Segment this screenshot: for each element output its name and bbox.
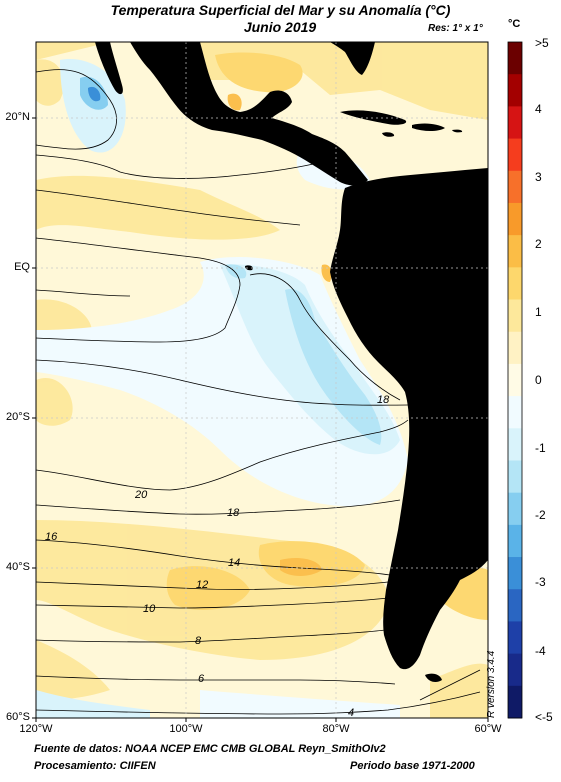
land-galapagos [245,265,253,271]
lat-label-eq: EQ [14,261,30,273]
colorbar-segment [508,331,522,365]
colorbar-segment [508,299,522,333]
colorbar-segment [508,460,522,494]
land-puerto-rico [452,129,463,133]
contour-label-group: 18 20 18 16 14 12 10 8 6 4 [45,394,390,719]
colorbar [507,41,523,719]
colorbar-segment [508,42,522,75]
lat-label-20s: 20°S [6,411,30,423]
colorbar-segment [508,621,522,655]
lon-label-60w: 60°W [474,723,502,735]
colorbar-segment [508,428,522,461]
base-period-text: Periodo base 1971-2000 [350,760,475,772]
colorbar-label-gt5: >5 [535,36,549,50]
colorbar-segment [508,74,522,107]
axis-ticks [32,117,489,722]
colorbar-segment [508,557,522,590]
colorbar-segment [508,170,522,204]
contour-label: 6 [198,673,205,685]
landmass [95,42,488,683]
land-cuba [340,110,407,125]
colorbar-label-m4: -4 [535,644,546,658]
contour-label: 8 [195,635,202,647]
colorbar-unit: °C [508,18,521,30]
land-florida-gulf [330,42,375,75]
contour-label: 18 [227,507,240,519]
graticule [36,42,488,718]
lon-label-120w: 120°W [19,723,53,735]
colorbar-segment [508,138,522,172]
colorbar-label-0: 0 [535,373,542,387]
processing-text: Procesamiento: CIIFEN [34,760,156,772]
colorbar-segment [508,363,522,397]
colorbar-segment [508,653,522,687]
lon-label-100w: 100°W [169,723,203,735]
map-frame [35,41,489,719]
lon-label-80w: 80°W [322,723,350,735]
colorbar-label-2: 2 [535,237,542,251]
colorbar-label-3: 3 [535,170,542,184]
resolution-label: Res: 1° x 1° [428,23,483,34]
colorbar-frame [507,41,523,719]
colorbar-segment [508,106,522,140]
data-source-text: Fuente de datos: NOAA NCEP EMC CMB GLOBA… [34,743,386,755]
land-jamaica [382,132,395,137]
lat-label-20n: 20°N [5,111,30,123]
land-hispaniola [412,123,445,131]
contour-label: 10 [143,603,156,615]
colorbar-label-4: 4 [535,102,542,116]
contour-label: 18 [377,394,390,406]
lat-label-60s: 60°S [6,711,30,723]
land-baja-california [95,42,123,95]
colorbar-segment [508,589,522,622]
colorbar-segment [508,685,522,719]
contour-label: 16 [45,531,58,543]
colorbar-label-ltm5: <-5 [535,710,553,724]
version-label: R version 3.4.4 [486,650,497,718]
colorbar-label-1: 1 [535,305,542,319]
colorbar-label-m3: -3 [535,575,546,589]
land-south-america [330,168,488,670]
map-subtitle: Junio 2019 [243,19,317,35]
cool-anomaly-patches [36,59,408,718]
colorbar-segment [508,396,522,429]
contour-label: 12 [196,579,208,591]
lat-label-40s: 40°S [6,561,30,573]
map-title: Temperatura Superficial del Mar y su Ano… [110,2,451,18]
contour-label: 14 [228,557,240,569]
colorbar-label-m1: -1 [535,441,546,455]
colorbar-label-m2: -2 [535,508,546,522]
contour-label: 4 [348,707,354,719]
land-tierra-del-fuego [425,673,442,683]
colorbar-segment [508,202,522,236]
land-north-central-america [130,42,368,186]
contour-label: 20 [134,489,148,501]
colorbar-segment [508,492,522,526]
sst-contours [35,69,481,715]
colorbar-segment [508,235,522,268]
colorbar-segment [508,267,522,301]
colorbar-segment [508,524,522,558]
